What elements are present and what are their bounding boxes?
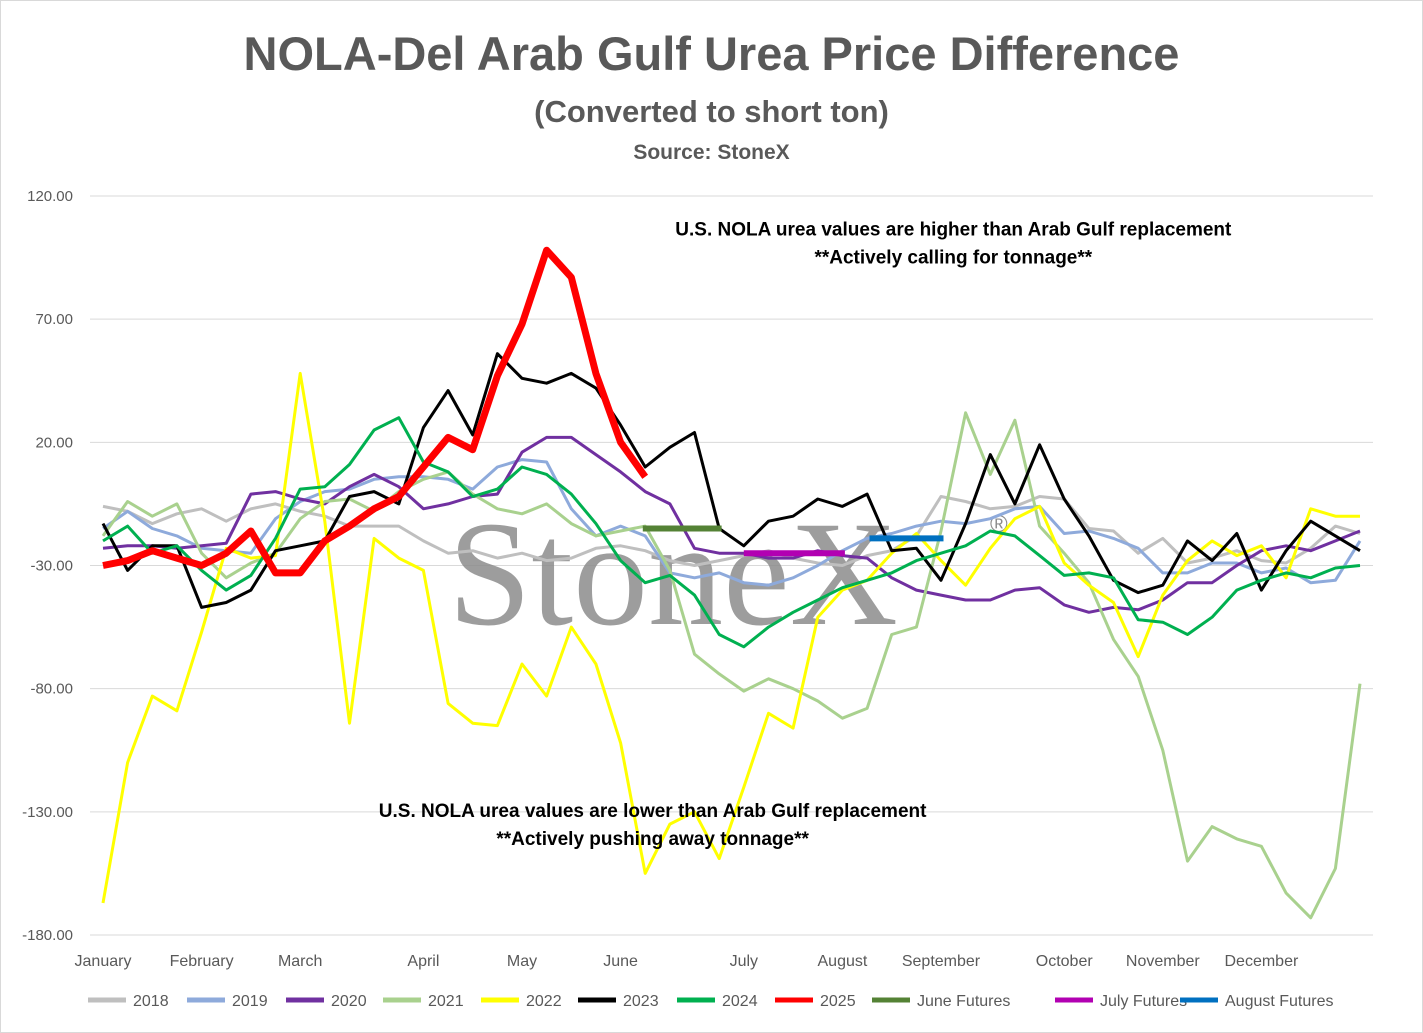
series-line-2018 [102, 495, 1361, 567]
chart-title: NOLA-Del Arab Gulf Urea Price Difference [243, 27, 1180, 80]
y-tick-label: 120.00 [27, 188, 73, 205]
x-tick-label-march: March [278, 953, 322, 970]
legend-label-2021: 2021 [428, 993, 464, 1010]
x-tick-label-january: January [75, 953, 132, 970]
gridlines [90, 195, 1373, 936]
x-tick-label-may: May [507, 953, 537, 970]
x-tick-label-july: July [730, 953, 758, 970]
series-line-2024 [102, 416, 1361, 649]
chart-source: Source: StoneX [633, 141, 790, 164]
x-tick-label-october: October [1036, 953, 1094, 970]
legend-label-2025: 2025 [820, 993, 856, 1010]
legend: 2018 2019 2020 2021 2022 2023 2024 2025 June Fut… [88, 993, 1334, 1010]
series-lines [101, 246, 1362, 920]
legend-label-2022: 2022 [526, 993, 562, 1010]
x-axis-ticks: January February March April May June July Augu… [75, 953, 1299, 970]
stonex-watermark: StoneX ® [448, 491, 1008, 657]
legend-label-2024: 2024 [722, 993, 758, 1010]
x-tick-label-june: June [603, 953, 638, 970]
annotation-below-line-1: U.S. NOLA urea values are lower than Ara… [379, 801, 927, 822]
x-tick-label-february: February [170, 953, 234, 970]
legend-label-2020: 2020 [331, 993, 367, 1010]
y-tick-label: -80.00 [30, 681, 73, 698]
y-tick-label: -180.00 [22, 927, 73, 944]
x-tick-label-september: September [902, 953, 981, 970]
x-tick-label-november: November [1126, 953, 1200, 970]
chart-subtitle: (Converted to short ton) [534, 94, 889, 129]
x-tick-label-december: December [1225, 953, 1299, 970]
annotations: U.S. NOLA urea values are higher than Ar… [379, 219, 1232, 849]
y-tick-label: 70.00 [35, 311, 73, 328]
series-line-2020 [102, 435, 1361, 614]
legend-label-june-futures: June Futures [917, 993, 1010, 1010]
series-line-2019 [102, 458, 1362, 587]
annotation-above-line-1: U.S. NOLA urea values are higher than Ar… [675, 219, 1232, 240]
y-axis-ticks: 120.00 70.00 20.00 -30.00 -80.00 -130.00 -180.… [22, 188, 73, 944]
series-line-2023 [101, 352, 1361, 609]
legend-label-2019: 2019 [232, 993, 268, 1010]
series-line-2022 [101, 371, 1360, 904]
legend-label-august-futures: August Futures [1225, 993, 1334, 1010]
annotation-below-line-2: **Actively pushing away tonnage** [496, 829, 809, 850]
y-tick-label: -130.00 [22, 804, 73, 821]
series-line-2025 [102, 246, 649, 577]
annotation-above-line-2: **Actively calling for tonnage** [814, 247, 1092, 268]
y-tick-label: -30.00 [30, 558, 73, 575]
y-tick-label: 20.00 [35, 434, 73, 451]
legend-label-2023: 2023 [623, 993, 659, 1010]
legend-label-2018: 2018 [133, 993, 169, 1010]
series-line-2021 [101, 411, 1362, 920]
x-tick-label-august: August [818, 953, 868, 970]
x-tick-label-april: April [407, 953, 439, 970]
legend-label-july-futures: July Futures [1100, 993, 1187, 1010]
